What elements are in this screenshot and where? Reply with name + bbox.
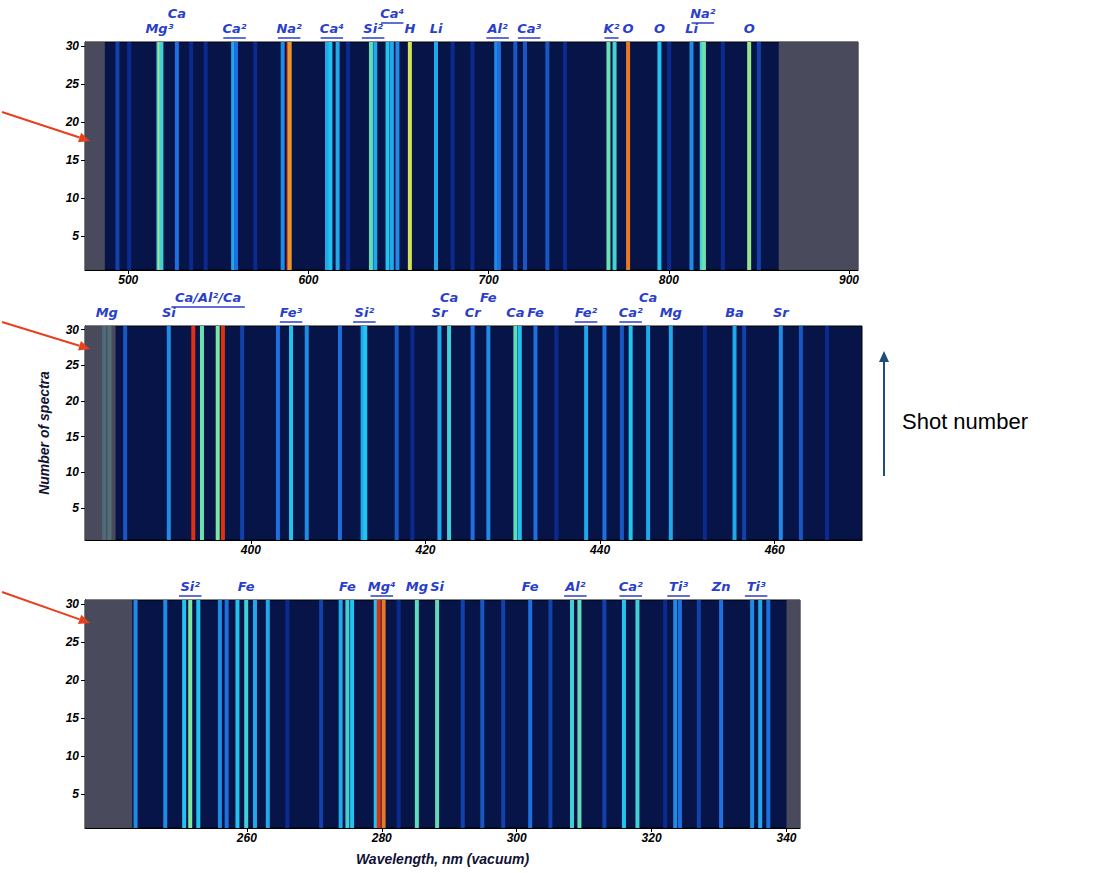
svg-text:280: 280 (371, 831, 392, 845)
svg-text:Shot number: Shot number (902, 409, 1028, 434)
svg-text:Al²: Al² (564, 579, 586, 594)
svg-text:Sr: Sr (432, 305, 449, 320)
svg-text:600: 600 (298, 273, 318, 287)
svg-text:Mg⁴: Mg⁴ (368, 579, 396, 594)
svg-text:Ca³: Ca³ (517, 21, 541, 36)
svg-text:900: 900 (839, 273, 859, 287)
svg-text:30: 30 (66, 323, 80, 337)
svg-text:Na²: Na² (690, 6, 716, 21)
svg-text:Na²: Na² (276, 21, 302, 36)
svg-text:10: 10 (66, 465, 80, 479)
svg-text:Cr: Cr (465, 305, 483, 320)
svg-text:460: 460 (764, 543, 785, 557)
svg-text:Ca: Ca (168, 6, 186, 21)
svg-text:400: 400 (240, 543, 261, 557)
svg-text:340: 340 (776, 831, 796, 845)
svg-text:Ca: Ca (440, 290, 458, 305)
svg-text:O: O (744, 21, 755, 36)
svg-text:25: 25 (65, 635, 80, 649)
svg-text:30: 30 (66, 597, 80, 611)
svg-text:Ti³: Ti³ (669, 579, 688, 594)
svg-text:H: H (404, 21, 415, 36)
svg-text:Mg: Mg (660, 305, 682, 320)
svg-text:Ca⁴: Ca⁴ (380, 6, 404, 21)
svg-text:20: 20 (65, 394, 80, 408)
svg-text:O: O (623, 21, 634, 36)
svg-text:25: 25 (65, 358, 80, 372)
svg-text:300: 300 (507, 831, 527, 845)
svg-text:320: 320 (642, 831, 662, 845)
svg-text:Ba: Ba (725, 305, 744, 320)
svg-text:Mg³: Mg³ (145, 21, 173, 36)
svg-text:Al²: Al² (487, 21, 509, 36)
svg-text:Sr: Sr (773, 305, 790, 320)
svg-text:5: 5 (72, 229, 79, 243)
svg-text:Ca⁴: Ca⁴ (320, 21, 344, 36)
svg-text:Ti³: Ti³ (747, 579, 766, 594)
svg-text:700: 700 (479, 273, 499, 287)
svg-text:Li: Li (430, 21, 443, 36)
svg-text:20: 20 (65, 673, 80, 687)
svg-text:Si²: Si² (180, 579, 200, 594)
svg-text:Fe: Fe (527, 305, 544, 320)
svg-text:5: 5 (72, 787, 79, 801)
svg-text:440: 440 (589, 543, 610, 557)
svg-text:Li: Li (685, 21, 698, 36)
svg-text:Fe³: Fe³ (280, 305, 303, 320)
svg-text:20: 20 (65, 115, 80, 129)
svg-text:Fe: Fe (480, 290, 497, 305)
svg-text:Ca²: Ca² (223, 21, 247, 36)
svg-text:25: 25 (65, 77, 80, 91)
svg-text:K²: K² (604, 21, 620, 36)
svg-text:15: 15 (66, 711, 80, 725)
svg-text:Fe²: Fe² (575, 305, 598, 320)
svg-text:15: 15 (66, 430, 80, 444)
svg-text:Ca²: Ca² (619, 579, 643, 594)
svg-text:Si: Si (430, 579, 444, 594)
svg-text:Mg: Mg (406, 579, 428, 594)
svg-text:Wavelength, nm (vacuum): Wavelength, nm (vacuum) (356, 851, 530, 867)
svg-text:420: 420 (414, 543, 435, 557)
svg-text:10: 10 (66, 749, 80, 763)
svg-text:Number of spectra: Number of spectra (36, 371, 52, 495)
svg-text:Ca: Ca (639, 290, 657, 305)
svg-text:Fe: Fe (339, 579, 356, 594)
svg-text:Fe: Fe (522, 579, 539, 594)
svg-text:Ca: Ca (506, 305, 524, 320)
svg-text:Ca/Al²/Ca: Ca/Al²/Ca (175, 290, 241, 305)
svg-text:Zn: Zn (711, 579, 731, 594)
svg-text:Si²: Si² (363, 21, 383, 36)
svg-text:O: O (654, 21, 665, 36)
svg-text:Si: Si (161, 305, 176, 320)
svg-text:800: 800 (659, 273, 679, 287)
svg-text:Ca²: Ca² (619, 305, 643, 320)
svg-text:Si²: Si² (355, 305, 375, 320)
svg-text:500: 500 (118, 273, 138, 287)
svg-text:260: 260 (236, 831, 257, 845)
svg-text:Fe: Fe (238, 579, 255, 594)
svg-text:10: 10 (66, 191, 80, 205)
svg-text:Mg: Mg (96, 305, 118, 320)
svg-text:15: 15 (66, 153, 80, 167)
svg-text:5: 5 (72, 501, 79, 515)
svg-text:30: 30 (66, 39, 80, 53)
